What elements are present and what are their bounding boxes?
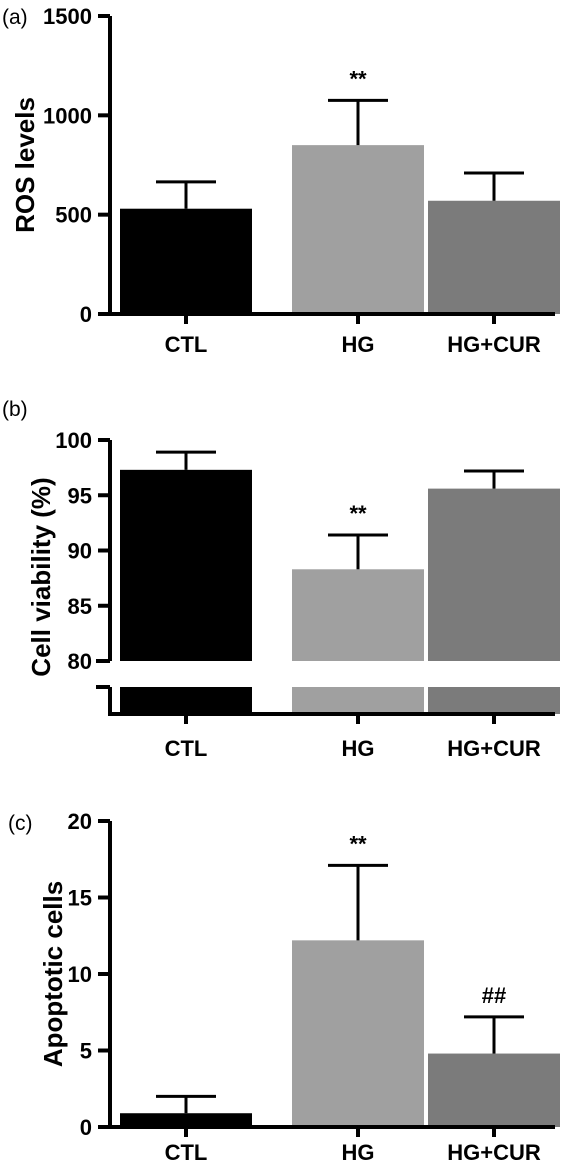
y-axis-label: ROS levels bbox=[10, 97, 40, 233]
y-tick-label: 500 bbox=[55, 203, 92, 228]
chart-panel-1: (a) ROS levels CTL ** HG HG+CUR 0 500 1000 1500 bbox=[2, 4, 560, 357]
y-axis-label: Cell viability (%) bbox=[26, 477, 56, 676]
y-tick-label: 1000 bbox=[43, 103, 92, 128]
panel-label: (a) bbox=[2, 6, 28, 29]
category-label: HG+CUR bbox=[447, 736, 541, 761]
category-label: HG bbox=[342, 1140, 375, 1164]
bar-hg+cur bbox=[428, 488, 560, 661]
category-label: HG bbox=[342, 736, 375, 761]
y-tick-label: 100 bbox=[55, 428, 92, 453]
y-tick-label: 10 bbox=[68, 962, 92, 987]
y-tick-label: 95 bbox=[68, 483, 92, 508]
chart-panel-3: (c) Apoptotic cells CTL ** HG ## HG+CUR 0 5 10 15 2… bbox=[8, 809, 560, 1164]
y-tick-label: 0 bbox=[80, 1115, 92, 1140]
y-tick-label: 5 bbox=[80, 1039, 92, 1064]
bar-lower-hg bbox=[292, 687, 424, 714]
y-tick-label: 20 bbox=[68, 809, 92, 834]
bar-ctl bbox=[120, 469, 252, 661]
bar-hg bbox=[292, 145, 424, 314]
category-label: CTL bbox=[165, 1140, 208, 1164]
significance-mark: ** bbox=[349, 501, 367, 526]
bar-hg+cur bbox=[428, 200, 560, 314]
y-tick-label: 0 bbox=[80, 302, 92, 327]
y-tick-label: 90 bbox=[68, 539, 92, 564]
y-tick-label: 85 bbox=[68, 594, 92, 619]
category-label: CTL bbox=[165, 736, 208, 761]
y-tick-label: 80 bbox=[68, 649, 92, 674]
bar-hg+cur bbox=[428, 1053, 560, 1127]
bar-lower-ctl bbox=[120, 687, 252, 714]
significance-mark: ## bbox=[482, 983, 506, 1008]
category-label: HG+CUR bbox=[447, 1140, 541, 1164]
y-tick-label: 1500 bbox=[43, 4, 92, 29]
y-tick-label: 15 bbox=[68, 886, 92, 911]
panel-label: (b) bbox=[2, 398, 28, 421]
category-label: HG bbox=[342, 332, 375, 357]
category-label: HG+CUR bbox=[447, 332, 541, 357]
bar-hg bbox=[292, 569, 424, 661]
bar-hg bbox=[292, 940, 424, 1127]
category-label: CTL bbox=[165, 332, 208, 357]
chart-panel-2: (b) Cell viability (%) CTL ** HG HG+CUR 80 85 90… bbox=[2, 398, 560, 761]
bar-ctl bbox=[120, 208, 252, 314]
panel-label: (c) bbox=[8, 812, 33, 835]
significance-mark: ** bbox=[349, 66, 367, 91]
significance-mark: ** bbox=[349, 831, 367, 856]
y-axis-label: Apoptotic cells bbox=[38, 881, 68, 1067]
bar-lower-hg+cur bbox=[428, 687, 560, 714]
bar-ctl bbox=[120, 1113, 252, 1127]
